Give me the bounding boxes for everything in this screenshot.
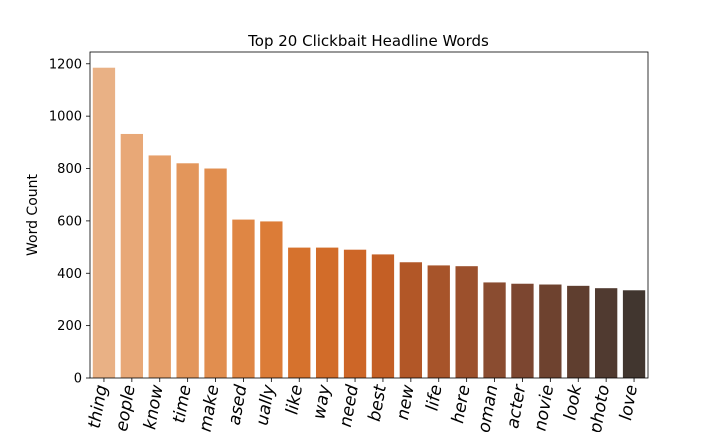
x-tick-label: life [422, 383, 446, 412]
bar-movie [539, 284, 562, 378]
x-tick-label: new [393, 383, 419, 421]
x-tick-label: thing [85, 383, 112, 430]
x-axis-ticks: thing eople know time make ased ually like way ne… [85, 378, 642, 436]
y-tick-label: 1000 [49, 110, 82, 125]
x-tick-label: make [196, 383, 224, 432]
x-tick-label: acter [503, 382, 530, 430]
y-axis-label: Word Count [25, 173, 41, 256]
x-tick-label: oman [474, 383, 502, 432]
x-tick-label: know [140, 383, 168, 431]
bar-like [288, 247, 311, 378]
y-axis-ticks: 0 200 400 600 800 1000 1200 [49, 57, 90, 387]
x-tick-label: time [169, 383, 195, 424]
bar-love [622, 290, 646, 378]
x-tick-label: way [309, 382, 335, 420]
bar-here [455, 266, 478, 378]
y-tick-label: 400 [57, 267, 82, 282]
x-tick-label: look [560, 382, 586, 421]
bar-woman [483, 282, 506, 378]
y-tick-label: 0 [74, 372, 82, 387]
x-tick-label: photo [586, 383, 614, 432]
bar-time [176, 163, 199, 378]
y-tick-label: 200 [57, 319, 82, 334]
y-tick-label: 600 [57, 214, 82, 229]
bar-make [204, 168, 227, 378]
bar-best [371, 254, 395, 378]
x-tick-label: love [616, 383, 642, 422]
bar-way [315, 247, 339, 378]
bar-life [427, 265, 450, 378]
plot-frame [89, 51, 649, 379]
bar-need [343, 249, 367, 378]
bar-people [120, 133, 144, 378]
x-tick-label: best [365, 382, 391, 423]
bar-thing [92, 67, 116, 379]
bar-know [148, 155, 171, 378]
x-tick-label: need [336, 383, 363, 429]
y-tick-label: 1200 [49, 57, 82, 72]
x-tick-label: ased [225, 383, 252, 427]
x-tick-label: ually [253, 382, 280, 426]
x-tick-label: eople [112, 383, 140, 432]
bar-new [399, 262, 423, 378]
bars-group [92, 67, 646, 379]
x-tick-label: like [282, 383, 307, 416]
bar-actually [260, 221, 283, 378]
x-tick-label: novie [531, 383, 559, 432]
bar-photo [594, 288, 618, 378]
y-tick-label: 800 [57, 162, 82, 177]
chart-title: Top 20 Clickbait Headline Words [247, 32, 489, 50]
bar-based [232, 219, 255, 378]
x-tick-label: here [448, 383, 474, 425]
bar-look [567, 285, 590, 378]
bar-character [511, 283, 534, 378]
